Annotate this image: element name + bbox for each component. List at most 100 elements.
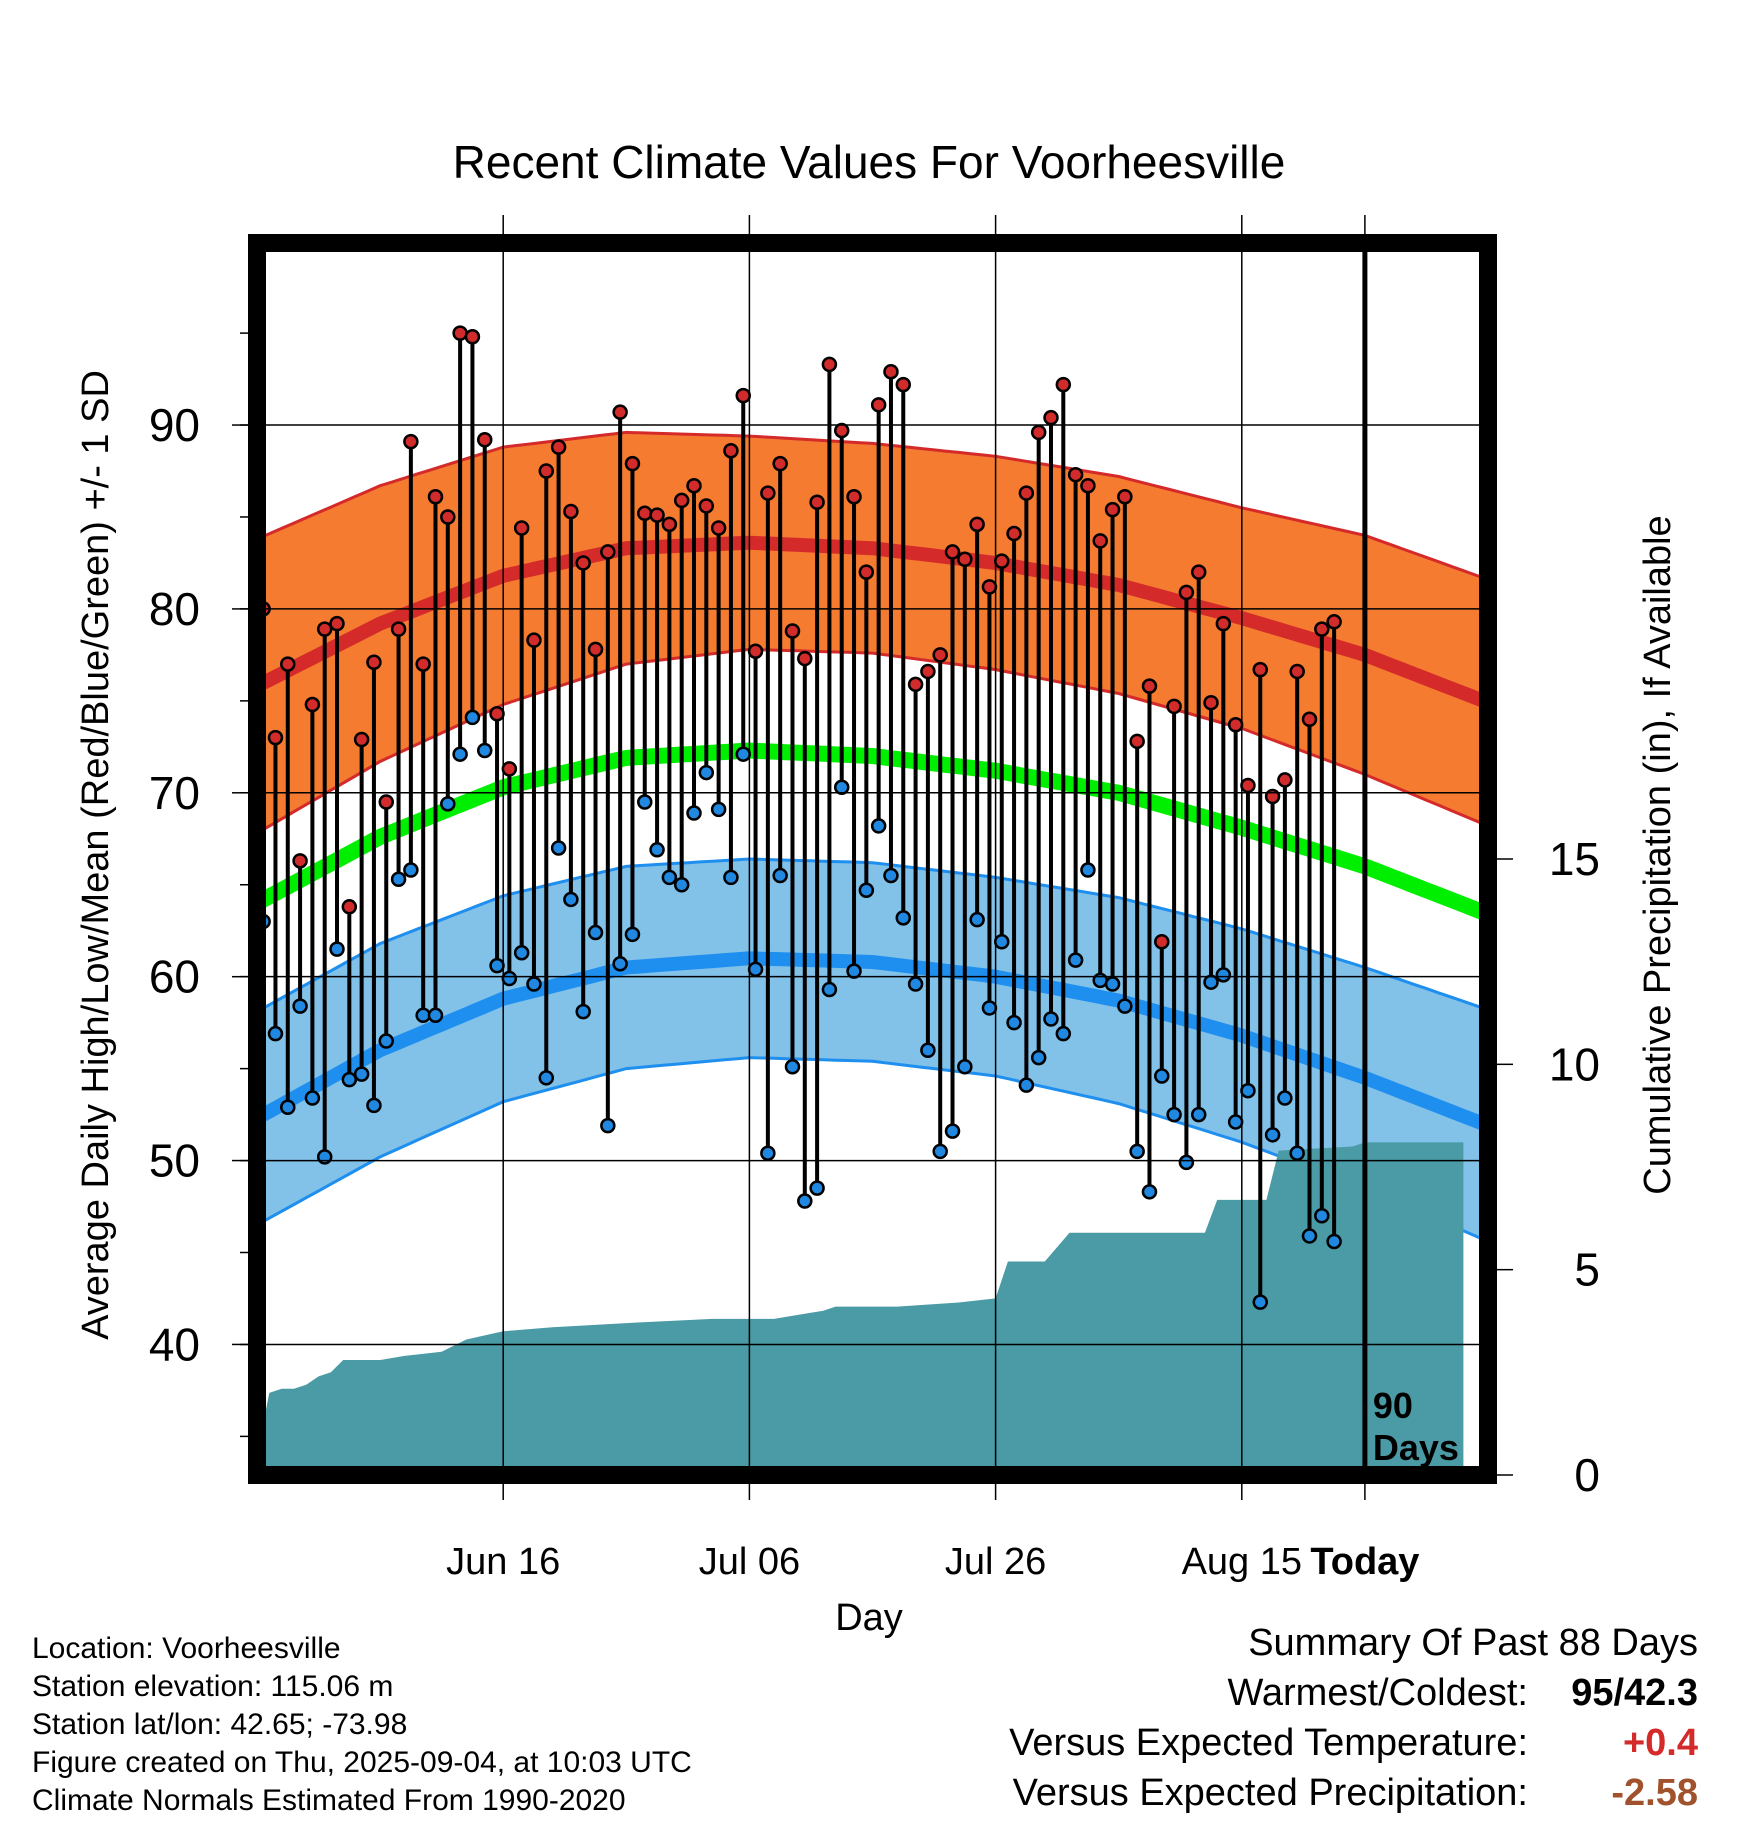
info-latlon: Station lat/lon: 42.65; -73.98 — [32, 1708, 408, 1741]
daily-low-point — [378, 1033, 395, 1049]
x-tick-label: Jul 26 — [945, 1541, 1046, 1583]
summary-panel: Summary Of Past 88 Days Warmest/Coldest:… — [1009, 1618, 1698, 1818]
daily-low-point — [427, 1007, 444, 1024]
daily-low-point — [1277, 1090, 1293, 1106]
daily-high-point — [267, 729, 284, 746]
daily-high-point — [1326, 614, 1342, 630]
daily-low-point — [649, 842, 665, 858]
daily-high-point — [550, 439, 567, 455]
low-sd-band — [257, 859, 1488, 1242]
daily-high-point — [624, 455, 641, 472]
daily-high-point — [698, 498, 715, 514]
daily-low-point — [600, 1117, 616, 1134]
summary-warmest-coldest-label: Warmest/Coldest: — [1227, 1672, 1528, 1714]
info-normals: Climate Normals Estimated From 1990-2020 — [32, 1784, 626, 1817]
daily-low-point — [316, 1149, 333, 1165]
daily-high-point — [969, 516, 985, 533]
daily-high-point — [784, 623, 801, 639]
daily-low-point — [1314, 1207, 1330, 1224]
daily-low-point — [1055, 1025, 1072, 1042]
daily-high-point — [735, 387, 751, 404]
daily-low-point — [772, 867, 788, 884]
daily-high-point — [1178, 584, 1195, 601]
daily-low-point — [747, 961, 764, 978]
x-tick-label: Jun 16 — [446, 1541, 560, 1583]
x-tick-label: Aug 15 — [1182, 1541, 1302, 1583]
high-sd-lower — [257, 647, 1488, 835]
daily-low-point — [686, 805, 702, 821]
daily-high-point — [932, 647, 948, 663]
daily-low-point — [415, 1007, 431, 1024]
daily-low-point — [1190, 1106, 1207, 1123]
daily-high-point — [1030, 424, 1047, 441]
daily-low-point — [833, 779, 850, 796]
mean-normal-line — [257, 742, 1488, 922]
daily-low-point — [550, 840, 567, 856]
x-axis-label: Day — [835, 1597, 903, 1639]
daily-high-point — [452, 325, 468, 341]
daily-high-point — [415, 656, 431, 672]
daily-low-point — [526, 976, 542, 992]
daily-low-point — [1067, 952, 1084, 968]
daily-high-point — [390, 621, 407, 637]
daily-low-point — [440, 796, 456, 812]
daily-high-point — [1203, 694, 1219, 711]
daily-low-point — [1154, 1068, 1170, 1084]
daily-high-point — [563, 503, 579, 520]
daily-low-point — [870, 818, 887, 834]
summary-title: Summary Of Past 88 Days — [1248, 1622, 1698, 1664]
daily-high-point — [1117, 489, 1133, 505]
daily-low-point — [1006, 1014, 1022, 1031]
precip-area — [257, 1142, 1464, 1475]
daily-low-point — [637, 794, 653, 810]
daily-low-point — [994, 933, 1010, 950]
daily-high-point — [403, 433, 419, 450]
daily-high-point — [1154, 933, 1170, 950]
daily-low-point — [1326, 1233, 1342, 1250]
daily-high-point — [957, 551, 973, 568]
y-left-tick-label: 40 — [149, 1318, 200, 1370]
daily-low-point — [1030, 1049, 1047, 1066]
daily-high-point — [587, 641, 604, 658]
y-axis-label-right: Cumulative Precipitation (in), If Availa… — [1637, 515, 1679, 1194]
daily-high-point — [907, 676, 924, 693]
daily-high-point — [513, 520, 530, 536]
daily-high-point — [833, 422, 850, 439]
y-left-tick-label: 90 — [149, 399, 200, 451]
info-location: Location: Voorheesville — [32, 1632, 341, 1665]
summary-temp-label: Versus Expected Temperature: — [1009, 1722, 1528, 1764]
daily-low-point — [883, 867, 899, 884]
daily-high-point — [341, 899, 358, 915]
daily-high-point — [526, 632, 542, 648]
daily-high-point — [1055, 376, 1072, 393]
daily-low-point — [981, 1000, 998, 1016]
daily-low-point — [501, 970, 518, 987]
daily-high-point — [846, 489, 862, 505]
daily-high-point — [710, 520, 727, 536]
daily-low-point — [1104, 976, 1121, 992]
daily-low-point — [1203, 974, 1219, 990]
x-tick-label: Jul 06 — [699, 1541, 800, 1583]
daily-low-point — [784, 1059, 801, 1075]
daily-low-point — [1264, 1127, 1281, 1143]
station-info: Location: Voorheesville Station elevatio… — [32, 1630, 692, 1820]
daily-high-point — [1227, 717, 1244, 733]
daily-high-point — [1240, 777, 1256, 794]
ninety-days-label-line: 90 — [1373, 1385, 1413, 1426]
high-sd-upper — [257, 430, 1488, 581]
daily-high-point — [612, 404, 628, 420]
daily-high-point — [723, 443, 739, 459]
daily-low-point — [1141, 1184, 1158, 1200]
daily-high-point — [637, 505, 653, 522]
daily-high-point — [870, 397, 887, 413]
ninety-days-label: 90 Days — [1373, 1385, 1459, 1468]
daily-high-point — [760, 485, 776, 501]
daily-high-point — [464, 329, 481, 345]
daily-low-point — [1178, 1154, 1195, 1171]
daily-low-point — [587, 924, 604, 941]
daily-high-point — [944, 544, 961, 560]
daily-low-point — [329, 941, 345, 957]
daily-low-point — [957, 1059, 973, 1075]
daily-low-point — [846, 963, 862, 979]
